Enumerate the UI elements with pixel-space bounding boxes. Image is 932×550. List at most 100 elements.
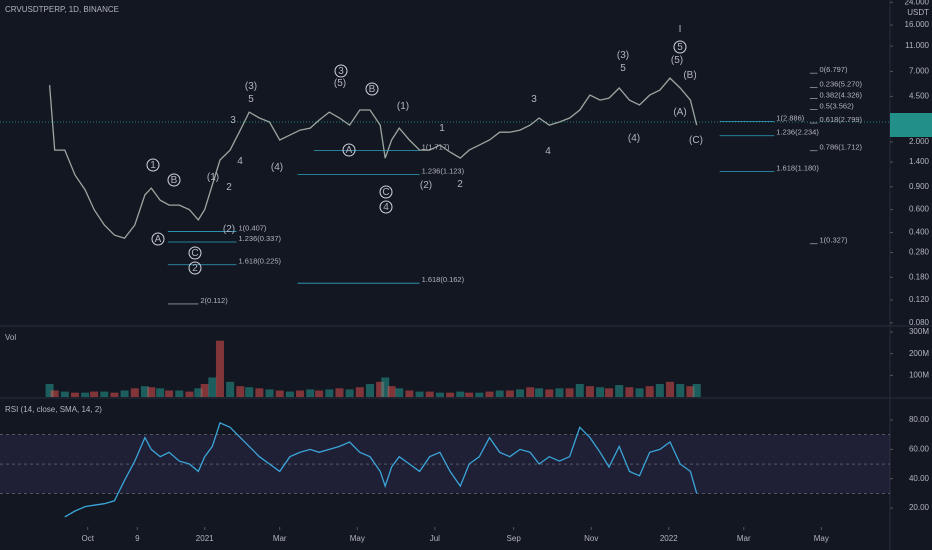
volume-bar bbox=[676, 384, 685, 397]
wave-circle bbox=[379, 185, 393, 199]
wave-label: A bbox=[155, 234, 162, 245]
volume-bar bbox=[395, 388, 404, 397]
x-tick-label: Jul bbox=[430, 534, 440, 543]
x-tick-label: 2021 bbox=[196, 534, 214, 543]
volume-bar bbox=[50, 390, 59, 397]
volume-bar bbox=[285, 391, 294, 397]
wave-label: B bbox=[171, 175, 178, 186]
y-tick-label: 200M bbox=[909, 349, 929, 358]
volume-bar bbox=[475, 392, 484, 397]
volume-bar bbox=[156, 388, 165, 397]
volume-bar bbox=[296, 390, 305, 397]
volume-bar bbox=[194, 388, 203, 397]
wave-label: 5 bbox=[248, 94, 254, 105]
volume-bar bbox=[526, 387, 535, 397]
volume-bar bbox=[545, 389, 554, 397]
volume-bar bbox=[175, 390, 184, 397]
wave-label: 2 bbox=[226, 182, 232, 193]
volume-bar bbox=[485, 391, 494, 397]
wave-circle bbox=[379, 200, 393, 214]
volume-bar bbox=[585, 386, 594, 397]
fib-label: 1(2.886) bbox=[776, 113, 804, 122]
volume-bar bbox=[655, 384, 664, 397]
y-tick-label: 60.00 bbox=[909, 444, 930, 453]
y-tick-label: 2.000 bbox=[909, 137, 930, 146]
volume-bar bbox=[255, 388, 264, 397]
fib-label: 0.618(2.799) bbox=[820, 115, 863, 124]
wave-label: 4 bbox=[237, 156, 243, 167]
x-tick-label: May bbox=[350, 534, 365, 543]
volume-bar bbox=[666, 381, 675, 397]
wave-label: (3) bbox=[617, 50, 629, 61]
volume-bar bbox=[110, 392, 119, 397]
fib-label: 0.5(3.562) bbox=[820, 101, 855, 110]
y-tick-label: 100M bbox=[909, 370, 929, 379]
volume-bar bbox=[381, 377, 390, 397]
wave-label: 4 bbox=[383, 202, 389, 213]
wave-label: (5) bbox=[334, 78, 346, 89]
y-tick-label: 7.000 bbox=[909, 67, 930, 76]
wave-label: (1) bbox=[397, 101, 409, 112]
wave-label: (4) bbox=[271, 162, 283, 173]
volume-bar bbox=[165, 390, 174, 397]
fib-label: 1(1.717) bbox=[422, 143, 450, 152]
chart-title: CRVUSDTPERP, 1D, BINANCE bbox=[5, 5, 119, 14]
volume-bar bbox=[575, 384, 584, 397]
wave-label: C bbox=[382, 187, 389, 198]
wave-circle bbox=[151, 232, 165, 246]
volume-bar bbox=[226, 381, 235, 397]
volume-bar bbox=[415, 391, 424, 397]
y-tick-label: 1.400 bbox=[909, 157, 930, 166]
fib-label: 1.618(1.180) bbox=[776, 164, 819, 173]
volume-bar bbox=[565, 388, 574, 397]
wave-label: 2 bbox=[192, 263, 198, 274]
fib-label: 2(0.112) bbox=[200, 296, 228, 305]
volume-bar bbox=[365, 384, 374, 397]
volume-bar bbox=[306, 389, 315, 397]
volume-bar bbox=[387, 386, 396, 397]
wave-label: A bbox=[346, 145, 353, 156]
wave-label: (B) bbox=[683, 70, 696, 81]
x-tick-label: Oct bbox=[82, 534, 95, 543]
y-tick-label: 40.00 bbox=[909, 474, 930, 483]
volume-bar bbox=[596, 387, 605, 397]
volume-bar bbox=[376, 381, 385, 397]
x-tick-label: 2022 bbox=[660, 534, 678, 543]
wave-circle bbox=[673, 40, 687, 54]
unit-label: USDT bbox=[907, 8, 929, 17]
y-tick-label: 0.180 bbox=[909, 272, 930, 281]
y-tick-label: 0.080 bbox=[909, 318, 930, 327]
x-tick-label: Sep bbox=[507, 534, 522, 543]
y-tick-label: 300M bbox=[909, 327, 929, 336]
wave-circle bbox=[188, 246, 202, 260]
wave-circle bbox=[146, 158, 160, 172]
volume-bar bbox=[516, 389, 525, 397]
wave-label: B bbox=[369, 84, 376, 95]
volume-bar bbox=[325, 389, 334, 397]
y-tick-label: 0.120 bbox=[909, 295, 930, 304]
volume-bar bbox=[605, 388, 614, 397]
volume-bar bbox=[120, 390, 129, 397]
volume-bar bbox=[456, 391, 465, 397]
wave-label: 3 bbox=[531, 94, 537, 105]
volume-bar bbox=[625, 387, 634, 397]
wave-circle bbox=[167, 173, 181, 187]
wave-label: 1 bbox=[439, 123, 445, 134]
wave-circle bbox=[365, 82, 379, 96]
volume-bar bbox=[615, 385, 624, 397]
volume-bar bbox=[535, 388, 544, 397]
x-tick-label: Mar bbox=[273, 534, 287, 543]
y-tick-label: 24.000 bbox=[905, 0, 930, 6]
fib-label: 0.786(1.712) bbox=[820, 143, 863, 152]
volume-bar bbox=[45, 384, 54, 397]
volume-bar bbox=[275, 390, 284, 397]
wave-circle bbox=[342, 143, 356, 157]
y-tick-label: 0.400 bbox=[909, 228, 930, 237]
x-tick-label: May bbox=[814, 534, 829, 543]
wave-label: 5 bbox=[620, 63, 626, 74]
wave-label: 5 bbox=[677, 42, 683, 53]
volume-bar bbox=[200, 384, 209, 397]
fib-label: 1.618(0.162) bbox=[422, 275, 465, 284]
volume-bar bbox=[315, 390, 324, 397]
fib-label: 0(6.797) bbox=[820, 65, 848, 74]
